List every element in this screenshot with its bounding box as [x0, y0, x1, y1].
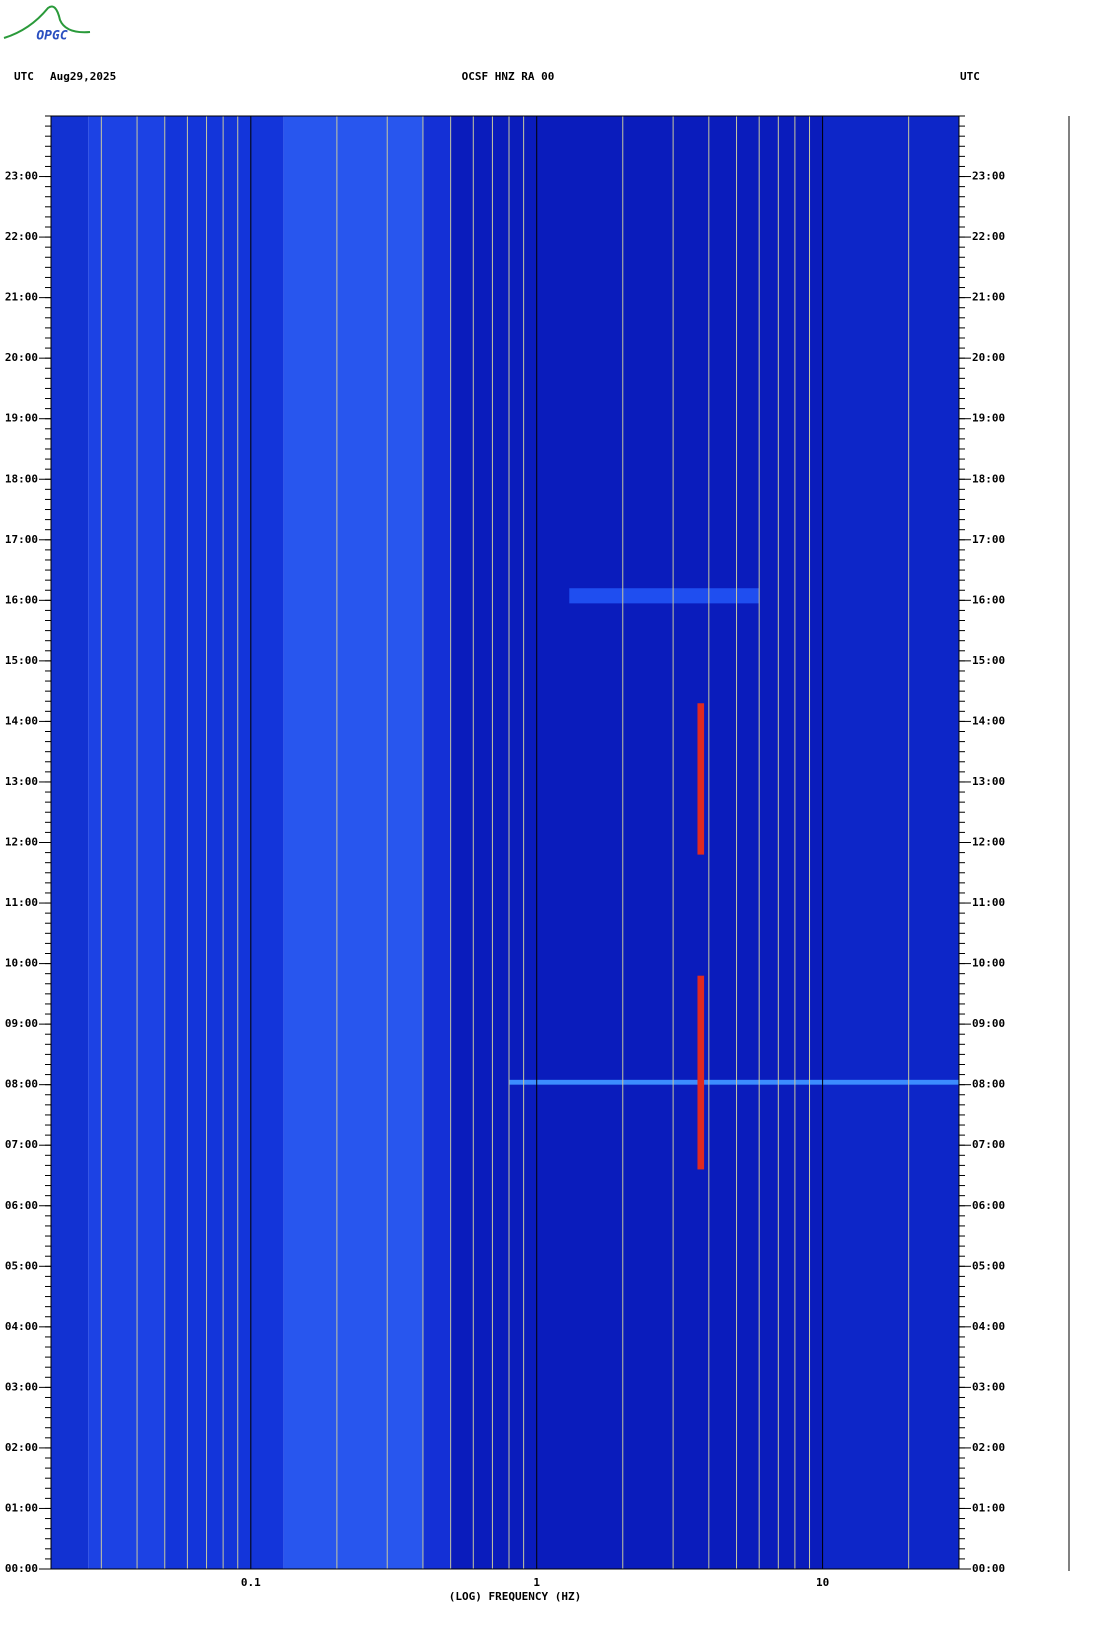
- y-tick-label: 01:00: [972, 1501, 1005, 1514]
- spectrum-band: [164, 116, 284, 1569]
- y-tick-label: 04:00: [5, 1320, 38, 1333]
- y-tick-label: 09:00: [5, 1017, 38, 1030]
- y-tick-label: 07:00: [5, 1138, 38, 1151]
- y-tick-label: 22:00: [5, 230, 38, 243]
- y-tick-label: 14:00: [5, 714, 38, 727]
- y-tick-label: 02:00: [5, 1441, 38, 1454]
- y-tick-label: 03:00: [5, 1380, 38, 1393]
- y-tick-label: 08:00: [5, 1078, 38, 1091]
- x-tick-label: 1: [533, 1576, 540, 1589]
- spectral-event: [569, 588, 760, 604]
- y-tick-label: 10:00: [5, 957, 38, 970]
- x-tick-label: 10: [816, 1576, 829, 1589]
- x-axis-label: (LOG) FREQUENCY (HZ): [449, 1590, 581, 1603]
- y-tick-label: 19:00: [972, 412, 1005, 425]
- y-tick-label: 23:00: [5, 170, 38, 183]
- spectral-event: [697, 703, 705, 855]
- spectrum-band: [88, 116, 165, 1569]
- y-tick-label: 15:00: [972, 654, 1005, 667]
- spectrum-band: [450, 116, 823, 1569]
- spectral-event: [697, 975, 705, 1170]
- y-tick-label: 01:00: [5, 1501, 38, 1514]
- y-tick-label: 00:00: [5, 1562, 38, 1575]
- y-tick-label: 05:00: [5, 1259, 38, 1272]
- y-tick-label: 02:00: [972, 1441, 1005, 1454]
- spectrum-band: [283, 116, 423, 1569]
- time-zone-label: UTC: [14, 70, 34, 83]
- y-tick-label: 12:00: [972, 836, 1005, 849]
- y-tick-label: 22:00: [972, 230, 1005, 243]
- x-tick-label: 0.1: [241, 1576, 261, 1589]
- spectrum-band: [422, 116, 451, 1569]
- y-tick-label: 06:00: [972, 1199, 1005, 1212]
- y-tick-label: 04:00: [972, 1320, 1005, 1333]
- y-tick-label: 00:00: [972, 1562, 1005, 1575]
- chart-title: OCSF HNZ RA 00: [462, 70, 555, 83]
- y-tick-label: 20:00: [5, 351, 38, 364]
- y-tick-label: 19:00: [5, 412, 38, 425]
- spectral-event: [509, 1079, 959, 1085]
- spectrum-band: [51, 116, 89, 1569]
- logo-curve: [3, 5, 91, 39]
- y-tick-label: 20:00: [972, 351, 1005, 364]
- y-tick-label: 09:00: [972, 1017, 1005, 1030]
- y-tick-label: 03:00: [972, 1380, 1005, 1393]
- y-tick-label: 10:00: [972, 957, 1005, 970]
- y-tick-label: 21:00: [972, 291, 1005, 304]
- y-tick-label: 13:00: [5, 775, 38, 788]
- y-tick-label: 05:00: [972, 1259, 1005, 1272]
- y-tick-label: 08:00: [972, 1078, 1005, 1091]
- y-tick-label: 21:00: [5, 291, 38, 304]
- plot-frame: [50, 115, 960, 1570]
- y-tick-label: 16:00: [5, 593, 38, 606]
- y-tick-label: 16:00: [972, 593, 1005, 606]
- y-tick-label: 12:00: [5, 836, 38, 849]
- y-tick-label: 18:00: [5, 472, 38, 485]
- spectrum-band: [822, 116, 959, 1569]
- time-zone-label: UTC: [960, 70, 980, 83]
- y-tick-label: 07:00: [972, 1138, 1005, 1151]
- y-tick-label: 17:00: [5, 533, 38, 546]
- y-tick-label: 15:00: [5, 654, 38, 667]
- y-tick-label: 18:00: [972, 472, 1005, 485]
- y-tick-label: 11:00: [5, 896, 38, 909]
- y-tick-label: 13:00: [972, 775, 1005, 788]
- y-tick-label: 11:00: [972, 896, 1005, 909]
- date-label: Aug29,2025: [50, 70, 116, 83]
- y-tick-label: 06:00: [5, 1199, 38, 1212]
- y-tick-label: 23:00: [972, 170, 1005, 183]
- y-tick-label: 17:00: [972, 533, 1005, 546]
- y-tick-label: 14:00: [972, 714, 1005, 727]
- logo: OPGC: [36, 29, 67, 44]
